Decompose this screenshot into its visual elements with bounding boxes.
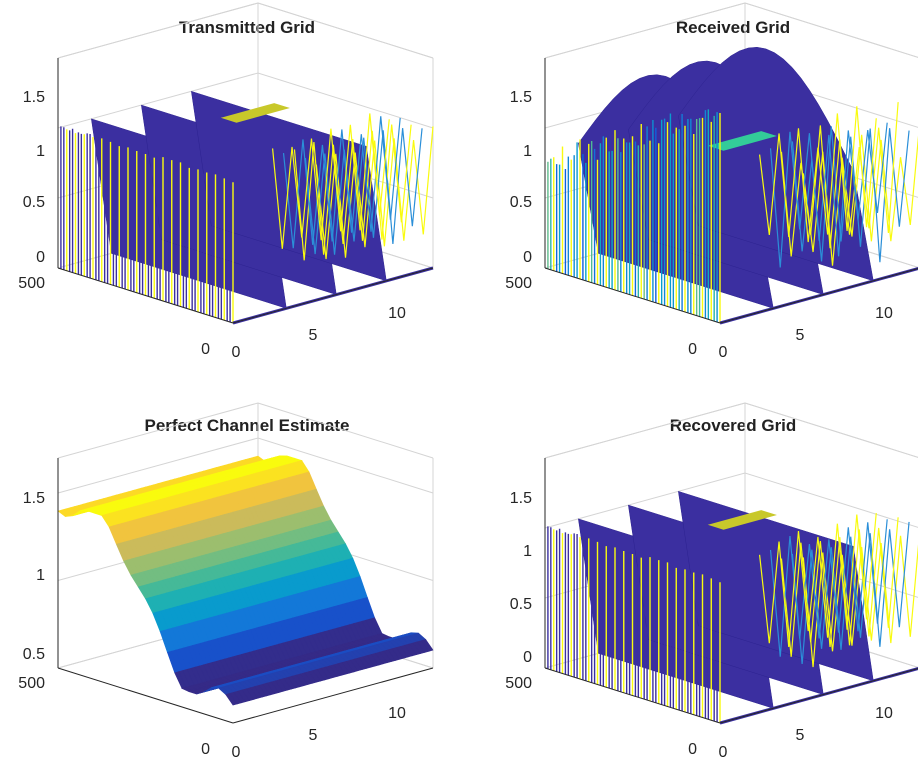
y-tick-label: 500 <box>18 675 45 692</box>
grid-line <box>544 472 918 529</box>
surface-wire <box>271 113 390 249</box>
y-tick-label: 0 <box>201 741 210 758</box>
x-tick-labels: 0 5 10 <box>719 705 893 759</box>
chart-title: Recovered Grid <box>670 416 797 435</box>
grid-line <box>57 437 434 494</box>
x-tick-label: 5 <box>309 727 318 744</box>
z-tick-label: 0.5 <box>510 596 532 613</box>
surface-wire <box>304 128 423 255</box>
z-tick-label: 1.5 <box>510 490 532 507</box>
surface-wire <box>780 517 899 657</box>
surface-wire <box>769 122 888 268</box>
z-tick-label: 1 <box>523 543 532 560</box>
x-tick-label: 10 <box>875 305 893 322</box>
axis-lines <box>57 58 434 324</box>
chart-title: Transmitted Grid <box>179 18 315 37</box>
y-tick-label: 0 <box>688 741 697 758</box>
y-tick-label: 0 <box>201 341 210 358</box>
axis-line <box>57 267 234 324</box>
chart-title: Perfect Channel Estimate <box>144 416 349 435</box>
z-tick-label: 0 <box>523 649 532 666</box>
box-edge <box>257 402 434 459</box>
axis-line <box>544 667 721 724</box>
z-tick-label: 0.5 <box>23 194 45 211</box>
axis-line <box>719 268 918 324</box>
surface-wire <box>293 124 412 261</box>
x-tick-label: 10 <box>388 705 406 722</box>
panel-perfect-channel-estimate: Perfect Channel Estimate 1.5 1 0.5 500 0… <box>18 402 434 759</box>
y-tick-labels: 500 0 <box>505 275 697 358</box>
z-tick-label: 1 <box>523 143 532 160</box>
axis-line <box>719 668 918 724</box>
surface-wire <box>802 535 918 668</box>
z-tick-label: 1 <box>36 567 45 584</box>
y-tick-labels: 500 0 <box>505 675 697 758</box>
surface-wire <box>315 126 434 260</box>
axis-line <box>232 267 434 324</box>
z-tick-label: 0.5 <box>23 646 45 663</box>
axis-lines <box>544 458 918 724</box>
z-tick-labels: 1.5 1 0.5 0 <box>23 89 45 266</box>
y-tick-label: 500 <box>505 675 532 692</box>
axis-lines <box>544 58 918 324</box>
surface-pilot-band <box>707 131 777 151</box>
surface-layer <box>57 455 434 706</box>
box-edge <box>57 402 259 459</box>
x-tick-labels: 0 5 10 <box>232 705 406 759</box>
y-tick-label: 500 <box>18 275 45 292</box>
z-tick-label: 0 <box>36 249 45 266</box>
x-tick-label: 5 <box>309 327 318 344</box>
grid-line <box>57 72 434 129</box>
surface-layer <box>547 46 918 325</box>
y-tick-label: 500 <box>505 275 532 292</box>
y-tick-labels: 500 0 <box>18 675 210 758</box>
surface-pilot-band <box>707 510 777 530</box>
panel-recovered-grid: Recovered Grid 1.5 1 0.5 0 500 0 0 5 10 <box>505 402 918 759</box>
grid-line <box>57 2 434 59</box>
surface-wire <box>758 106 877 243</box>
z-tick-labels: 1.5 1 0.5 0 <box>510 89 532 266</box>
z-tick-labels: 1.5 1 0.5 0 <box>510 490 532 666</box>
z-tick-label: 1 <box>36 143 45 160</box>
axis-lines <box>57 458 434 724</box>
x-tick-label: 0 <box>719 744 728 759</box>
surface-wire <box>769 519 888 657</box>
x-tick-label: 5 <box>796 727 805 744</box>
surface-layer <box>547 490 918 725</box>
z-tick-label: 0.5 <box>510 194 532 211</box>
x-tick-labels: 0 5 10 <box>232 305 406 361</box>
z-tick-label: 1.5 <box>510 89 532 106</box>
x-tick-label: 10 <box>388 305 406 322</box>
grid-line <box>544 402 918 459</box>
x-tick-labels: 0 5 10 <box>719 305 893 361</box>
panel-received-grid: Received Grid 1.5 1 0.5 0 500 0 0 5 10 <box>505 2 918 361</box>
surface-wire <box>282 116 401 249</box>
axis-line <box>57 667 234 724</box>
chart-title: Received Grid <box>676 18 790 37</box>
panel-transmitted-grid: Transmitted Grid 1.5 1 0.5 0 500 0 0 5 1… <box>18 2 434 361</box>
z-tick-label: 1.5 <box>23 490 45 507</box>
z-tick-label: 1.5 <box>23 89 45 106</box>
axis-line <box>544 267 721 324</box>
x-tick-label: 10 <box>875 705 893 722</box>
surface-pilot-band <box>220 103 290 123</box>
surface-layer <box>60 90 434 325</box>
z-tick-label: 0 <box>523 249 532 266</box>
surface-wire <box>791 521 910 664</box>
z-tick-labels: 1.5 1 0.5 <box>23 490 45 663</box>
x-tick-label: 0 <box>719 344 728 361</box>
grid-line <box>544 2 918 59</box>
surface-wire <box>758 513 877 648</box>
x-tick-label: 5 <box>796 327 805 344</box>
axis-line <box>232 667 434 724</box>
y-tick-labels: 500 0 <box>18 275 210 358</box>
y-tick-label: 0 <box>688 341 697 358</box>
x-tick-label: 0 <box>232 744 241 759</box>
surface-patch <box>421 639 434 652</box>
x-tick-label: 0 <box>232 344 241 361</box>
